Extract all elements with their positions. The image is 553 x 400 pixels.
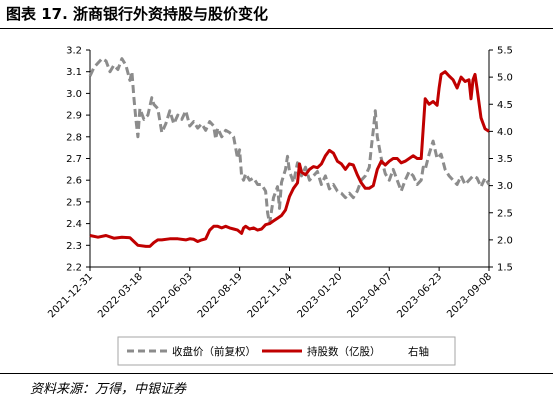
right-tick-label: 4.5 <box>497 100 513 111</box>
left-tick-label: 2.4 <box>66 219 82 230</box>
x-tick-label: 2022-11-04 <box>246 271 295 320</box>
series-lines <box>88 57 491 248</box>
right-tick-label: 3.0 <box>497 181 513 192</box>
x-tick-label: 2023-09-08 <box>445 271 494 320</box>
right-tick-label: 4.0 <box>497 127 513 138</box>
right-tick-label: 5.5 <box>497 46 513 57</box>
x-tick-label: 2022-06-03 <box>146 271 195 320</box>
left-tick-label: 2.5 <box>66 197 82 208</box>
right-tick-label: 5.0 <box>497 73 513 84</box>
source-rule <box>0 373 553 374</box>
left-tick-label: 3.0 <box>66 89 82 100</box>
x-tick-label: 2022-08-19 <box>196 271 245 320</box>
holdings-series-line <box>89 70 490 248</box>
x-tick-label: 2022-03-18 <box>96 271 145 320</box>
left-tick-label: 2.8 <box>66 132 82 143</box>
left-tick-label: 2.3 <box>66 241 82 252</box>
right-axis-ticks: 1.5 2.0 2.5 3.0 3.5 4.0 4.5 5.0 5.5 <box>489 46 513 274</box>
left-axis-ticks: 2.2 2.3 2.4 2.5 2.6 2.7 2.8 2.9 3.0 3.1 3.2 <box>66 46 90 274</box>
x-tick-label: 2021-12-31 <box>46 271 95 320</box>
right-tick-label: 2.5 <box>497 208 513 219</box>
source-note: 资料来源：万得，中银证券 <box>30 382 187 397</box>
left-tick-label: 2.7 <box>66 154 82 165</box>
legend-holdings-label: 持股数（亿股） <box>307 345 381 358</box>
chart-legend: 收盘价（前复权） 持股数（亿股） 右轴 <box>117 336 456 366</box>
legend-right-axis-note: 右轴 <box>408 345 429 358</box>
left-tick-label: 2.9 <box>66 111 82 122</box>
chart-axes <box>89 50 490 268</box>
x-tick-label: 2023-04-07 <box>345 271 394 320</box>
right-tick-label: 3.5 <box>497 154 513 165</box>
left-tick-label: 2.6 <box>66 176 82 187</box>
left-tick-label: 3.1 <box>66 67 82 78</box>
dual-axis-line-chart: 2.2 2.3 2.4 2.5 2.6 2.7 2.8 2.9 3.0 3.1 3.2 1.5 2.0… <box>46 46 513 366</box>
x-tick-label: 2023-01-20 <box>296 271 345 320</box>
title-rule <box>0 28 553 29</box>
x-tick-label: 2023-06-23 <box>395 271 444 320</box>
price-series-line <box>88 57 491 226</box>
right-tick-label: 2.0 <box>497 235 513 246</box>
left-tick-label: 2.2 <box>66 263 82 274</box>
right-tick-label: 1.5 <box>497 263 513 274</box>
legend-price-label: 收盘价（前复权） <box>172 345 256 358</box>
left-tick-label: 3.2 <box>66 46 82 57</box>
x-axis-ticks: 2021-12-31 2022-03-18 2022-06-03 2022-08-19… <box>46 267 494 320</box>
figure-title: 图表 17. 浙商银行外资持股与股价变化 <box>6 5 269 23</box>
